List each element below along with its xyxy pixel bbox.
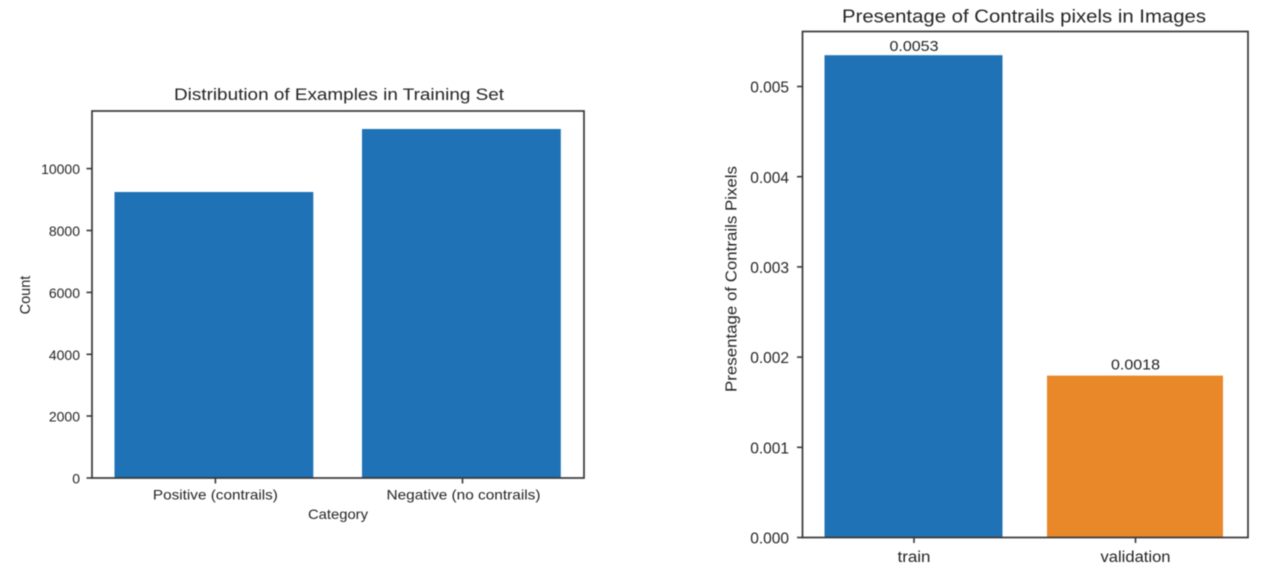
svg-text:train: train [898, 549, 931, 566]
svg-text:10000: 10000 [41, 161, 80, 177]
svg-text:0.003: 0.003 [750, 260, 789, 277]
svg-text:Presentage of Contrails Pixels: Presentage of Contrails Pixels [724, 166, 741, 392]
svg-text:validation: validation [1101, 549, 1171, 566]
svg-text:4000: 4000 [49, 347, 80, 363]
svg-text:8000: 8000 [49, 223, 80, 239]
svg-text:Count: Count [18, 276, 34, 315]
svg-text:0.000: 0.000 [750, 531, 789, 548]
svg-text:6000: 6000 [49, 285, 80, 301]
svg-text:0.0018: 0.0018 [1111, 357, 1160, 374]
svg-text:Negative (no contrails): Negative (no contrails) [387, 487, 541, 503]
svg-text:Distribution of Examples in Tr: Distribution of Examples in Training Set [174, 86, 504, 104]
svg-text:Presentage of Contrails pixels: Presentage of Contrails pixels in Images [842, 7, 1206, 27]
svg-text:0.004: 0.004 [750, 170, 789, 187]
svg-text:0.005: 0.005 [750, 80, 789, 97]
svg-text:2000: 2000 [49, 409, 80, 425]
svg-text:0: 0 [72, 471, 80, 487]
svg-text:0.0053: 0.0053 [890, 38, 939, 55]
svg-text:Positive (contrails): Positive (contrails) [153, 487, 278, 503]
svg-text:Category: Category [308, 506, 368, 522]
svg-text:0.001: 0.001 [750, 440, 789, 457]
svg-text:0.002: 0.002 [750, 350, 789, 367]
